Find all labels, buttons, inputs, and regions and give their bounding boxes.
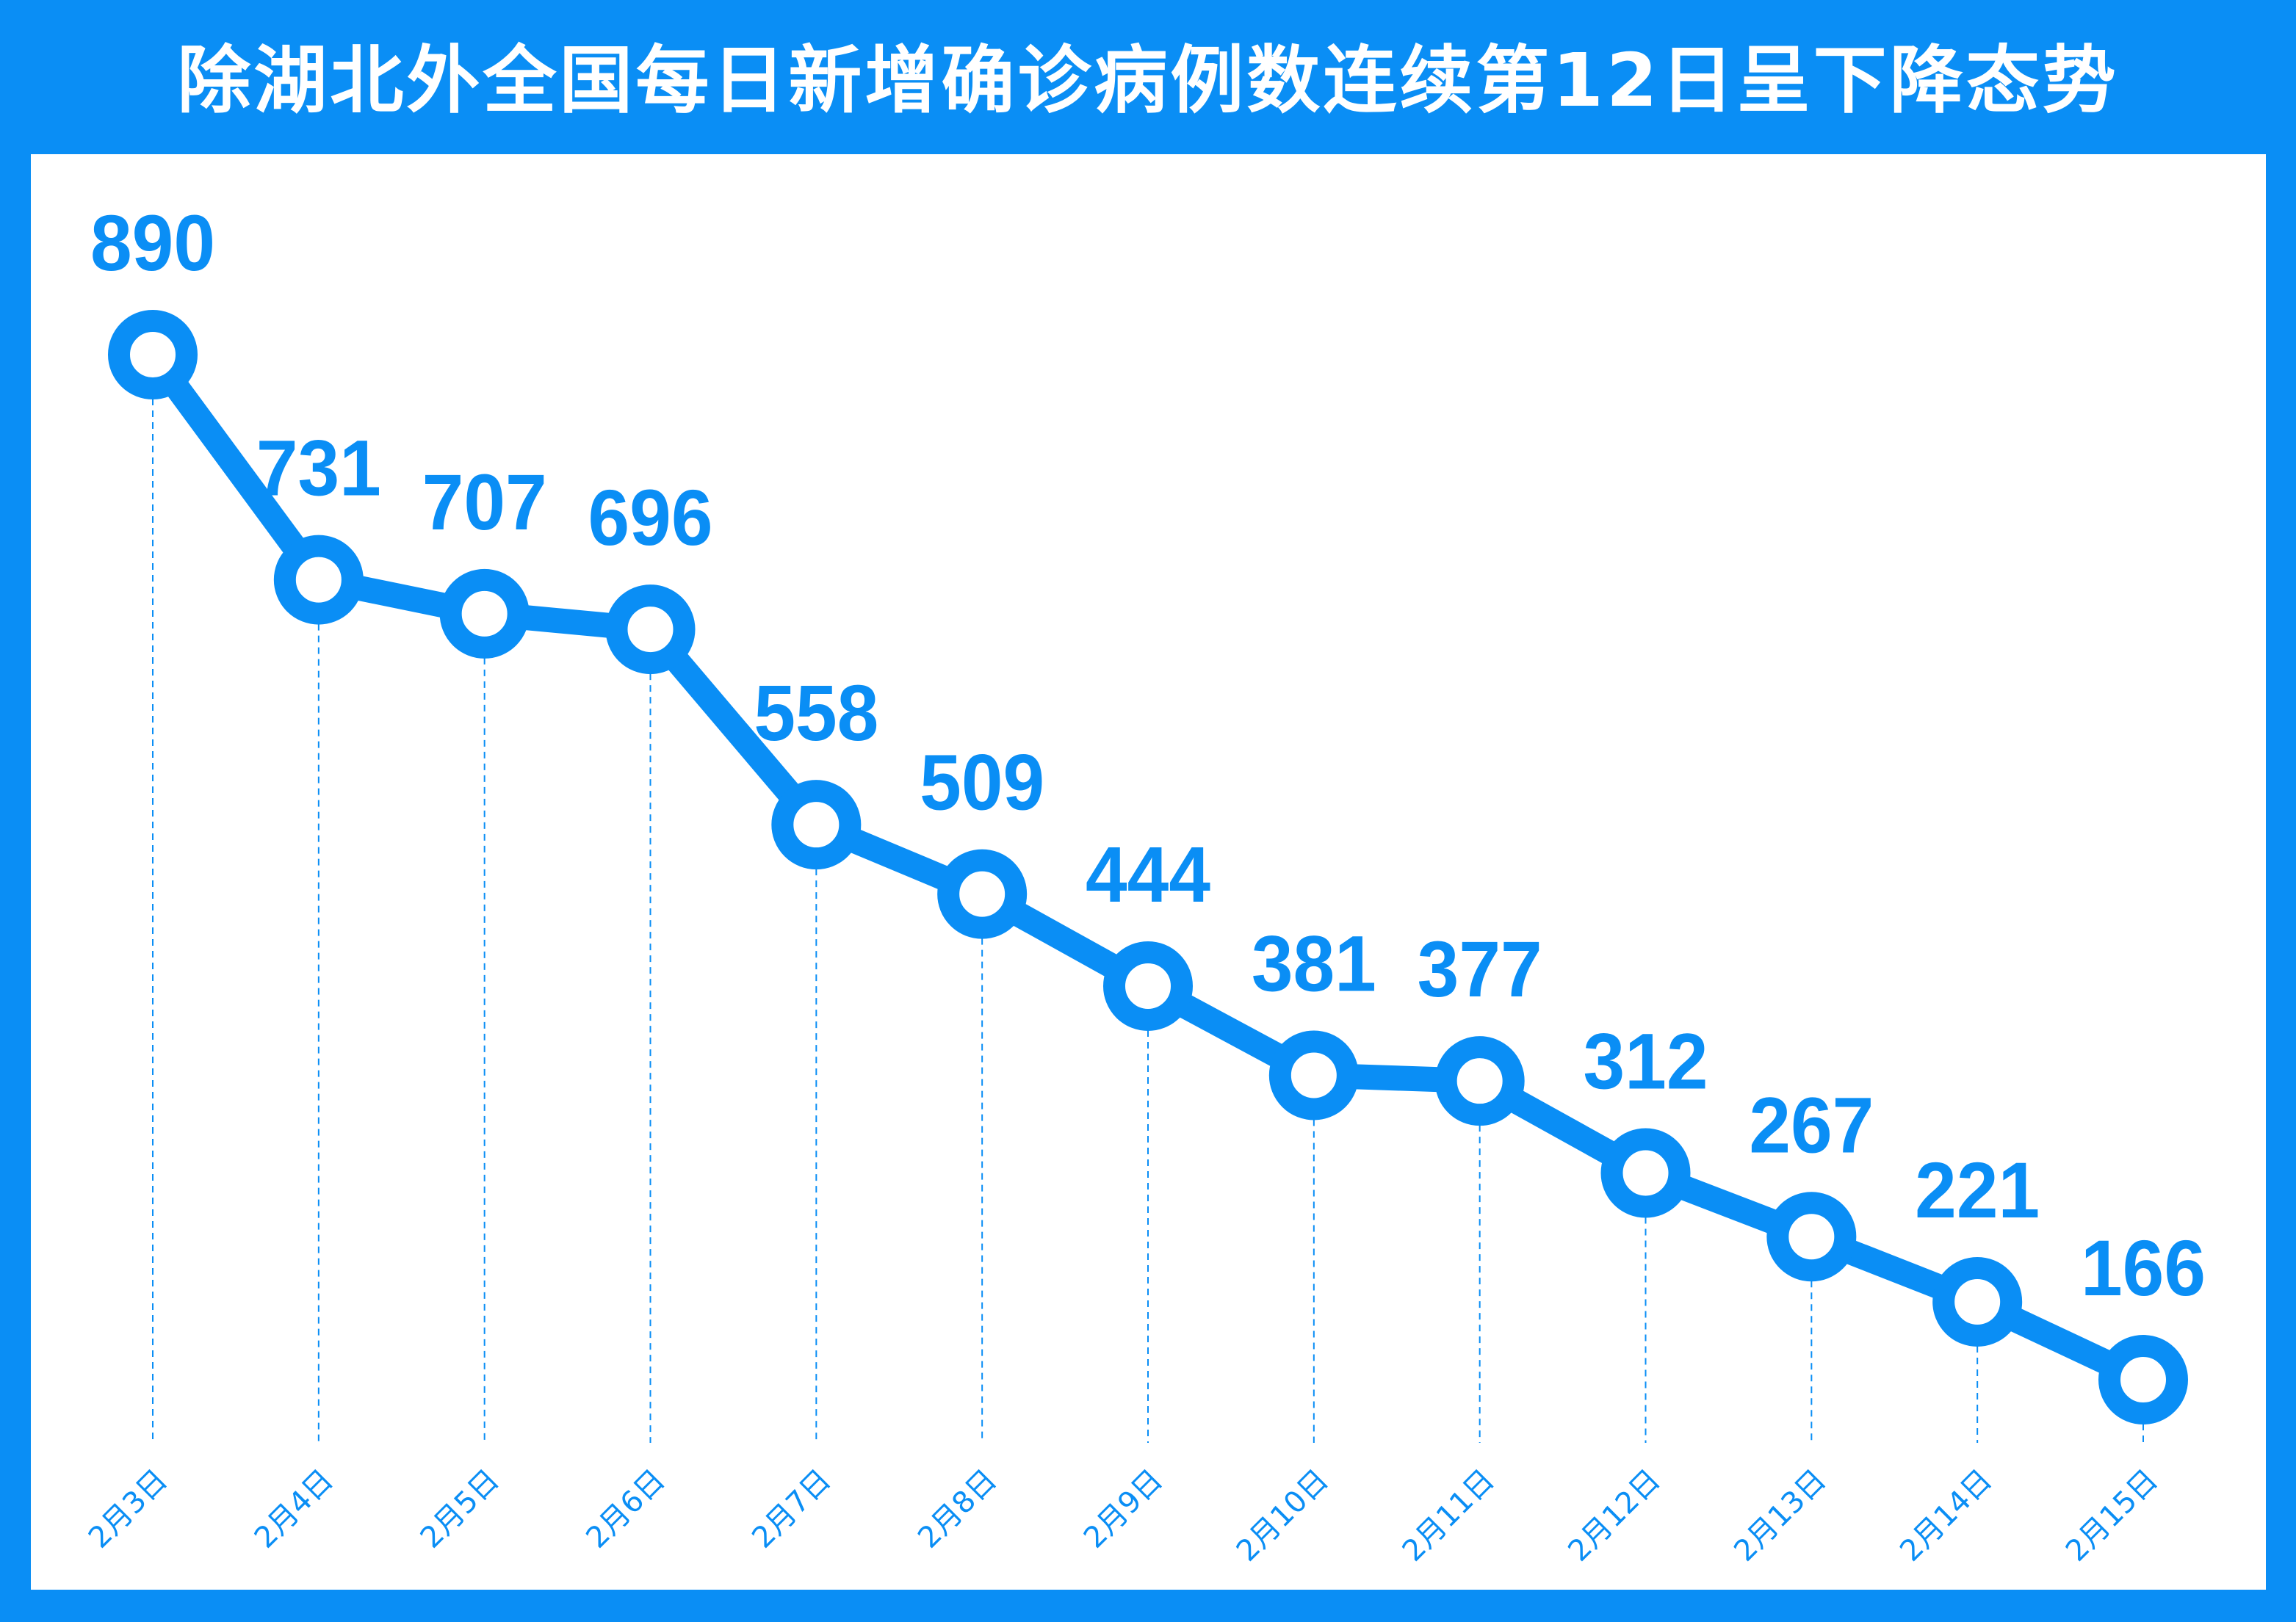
x-axis-labels: 2月3日 2月4日 2月5日 2月6日 2月7日 2月8日 2月9日 2月10日 2月11日 2月…	[82, 1463, 2165, 1568]
x-tick-label: 2月9日	[1077, 1463, 1169, 1555]
data-point	[1434, 1036, 1525, 1126]
drop-lines	[152, 399, 2144, 1443]
data-point	[1600, 1128, 1691, 1218]
data-point	[1103, 941, 1193, 1031]
data-point	[273, 535, 364, 625]
data-point	[771, 780, 862, 870]
x-tick-label: 2月6日	[580, 1463, 671, 1555]
data-point	[2098, 1335, 2188, 1424]
value-label: 707	[422, 457, 547, 546]
value-label: 558	[754, 668, 878, 757]
x-tick-label: 2月14日	[1894, 1463, 1999, 1568]
data-point	[1268, 1030, 1359, 1120]
value-label: 509	[920, 738, 1044, 827]
x-tick-label: 2月3日	[82, 1463, 174, 1555]
data-point	[1766, 1192, 1857, 1282]
value-labels: 890 731 707 696 558 509 444 381 377 312 267 221 166	[90, 198, 2206, 1312]
value-label: 696	[588, 473, 713, 562]
data-point	[1932, 1256, 2023, 1347]
data-point	[937, 849, 1028, 939]
data-point	[605, 584, 696, 675]
x-tick-label: 2月8日	[911, 1463, 1003, 1555]
x-tick-label: 2月13日	[1728, 1463, 1833, 1568]
value-label: 890	[90, 198, 215, 287]
x-tick-label: 2月4日	[248, 1463, 340, 1555]
data-point	[108, 310, 198, 399]
x-tick-label: 2月11日	[1396, 1463, 1501, 1568]
chart-title: 除湖北外全国每日新增确诊病例数连续第12日呈下降态势	[177, 37, 2119, 123]
data-points	[108, 310, 2188, 1424]
value-label: 444	[1086, 830, 1210, 919]
value-label: 377	[1418, 924, 1542, 1013]
value-label: 731	[256, 424, 381, 513]
data-point	[439, 568, 530, 659]
x-tick-label: 2月7日	[746, 1463, 837, 1555]
value-label: 312	[1584, 1016, 1708, 1105]
x-tick-label: 2月12日	[1562, 1463, 1667, 1568]
value-label: 221	[1915, 1145, 2040, 1234]
x-tick-label: 2月5日	[414, 1463, 506, 1555]
value-label: 166	[2081, 1223, 2206, 1312]
value-label: 381	[1252, 919, 1376, 1007]
x-tick-label: 2月15日	[2059, 1463, 2165, 1568]
x-tick-label: 2月10日	[1230, 1463, 1335, 1568]
value-label: 267	[1749, 1080, 1874, 1169]
